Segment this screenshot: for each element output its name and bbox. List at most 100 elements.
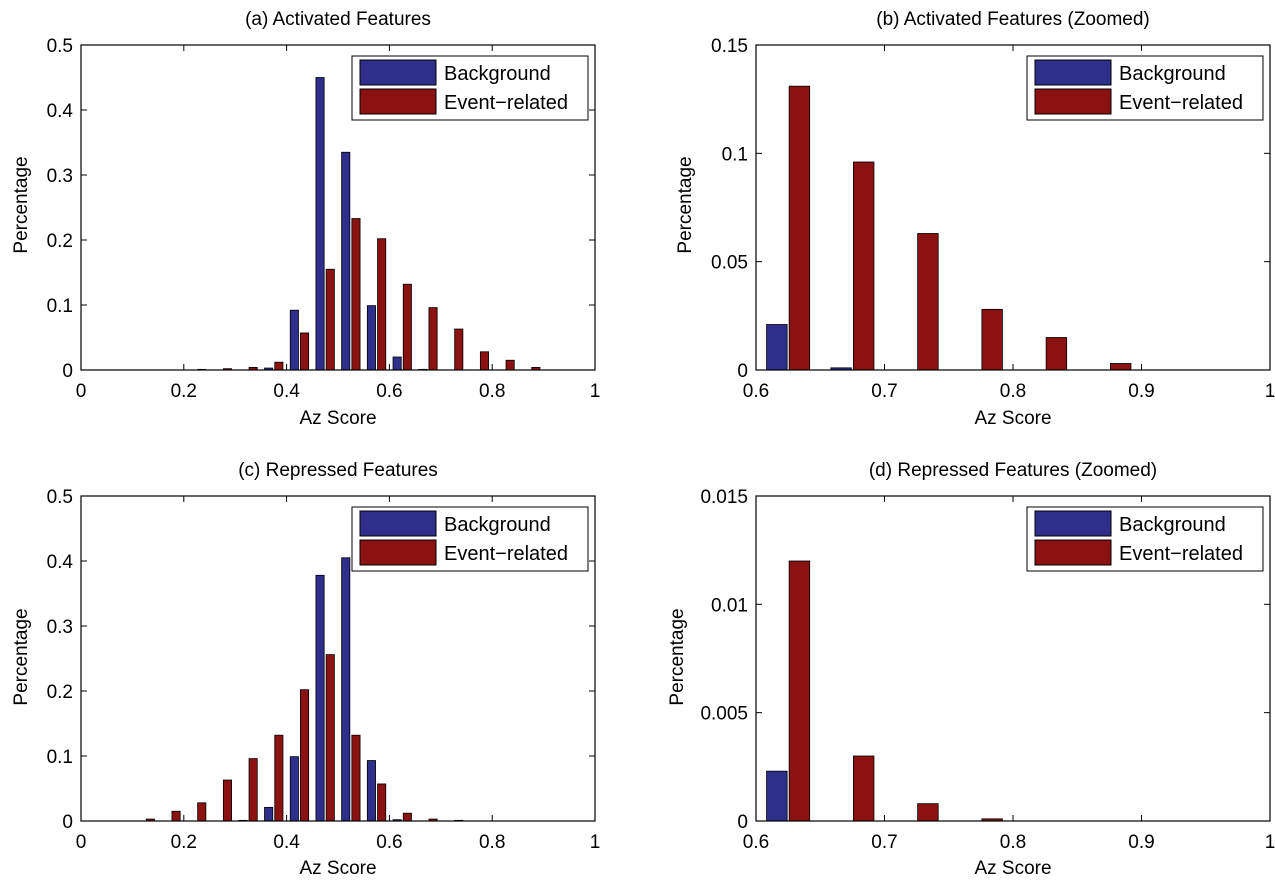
bar-event-related <box>300 332 310 371</box>
panel-c: (c) Repressed Features Az Score Percenta… <box>11 460 600 879</box>
bar-background <box>341 151 351 371</box>
y-tick-label: 0.4 <box>47 552 74 573</box>
y-tick-label: 0.15 <box>711 36 748 57</box>
bar-event-related <box>454 328 464 371</box>
chart-title: (c) Repressed Features <box>238 460 438 481</box>
legend-label: Event−related <box>1119 92 1243 114</box>
legend-swatch-background <box>1034 59 1112 86</box>
legend: Background Event−related <box>351 506 589 572</box>
plot-area: 0.6 0.7 0.8 0.9 1 0 0.05 0.1 0.15 Background Event… <box>711 36 1275 402</box>
x-tick-label: 0.7 <box>871 832 897 853</box>
panel-d: (d) Repressed Features (Zoomed) Az Score… <box>667 460 1275 879</box>
legend-swatch-event-related <box>1034 88 1112 115</box>
bar-background <box>238 819 248 822</box>
x-tick-label: 1 <box>1265 832 1275 853</box>
bar-event-related <box>222 779 232 822</box>
legend-box <box>1026 506 1264 572</box>
legend-box <box>351 55 589 121</box>
legend: Background Event−related <box>1026 55 1264 121</box>
legend-box <box>351 506 589 572</box>
x-axis-label: Az Score <box>974 858 1051 879</box>
legend-label: Background <box>1119 63 1226 85</box>
bar-background <box>392 356 402 371</box>
bar-event-related <box>454 819 464 822</box>
axes-frame <box>755 495 1271 822</box>
legend-label: Event−related <box>444 543 568 565</box>
x-tick-label: 0.8 <box>1000 381 1026 402</box>
bar-event-related <box>788 560 811 822</box>
bar-event-related <box>402 283 412 371</box>
legend-swatch-event-related <box>359 539 437 566</box>
x-tick-label: 0.8 <box>479 381 505 402</box>
y-tick-label: 0 <box>62 361 73 382</box>
y-tick-label: 0.1 <box>722 144 748 165</box>
bar-event-related <box>274 734 284 822</box>
plot-area: 0 0.2 0.4 0.6 0.8 1 0 0.1 0.2 0.3 0.4 0.5 Background… <box>47 36 601 402</box>
legend-label: Event−related <box>444 92 568 114</box>
bar-background <box>392 819 402 822</box>
x-tick-label: 0 <box>76 832 87 853</box>
axes-frame <box>755 44 1271 371</box>
y-tick-label: 0.5 <box>47 487 73 508</box>
bar-event-related <box>274 361 284 371</box>
x-tick-label: 1 <box>590 381 601 402</box>
legend-swatch-event-related <box>359 88 437 115</box>
bar-background <box>366 305 376 371</box>
bar-event-related <box>325 654 335 822</box>
y-axis-label: Percentage <box>675 156 696 253</box>
bar-event-related <box>852 161 875 371</box>
bar-event-related <box>145 818 155 822</box>
panel-b: (b) Activated Features (Zoomed) Az Score… <box>675 9 1275 429</box>
y-axis-label: Percentage <box>667 608 688 705</box>
y-tick-label: 0.05 <box>711 253 748 274</box>
bar-event-related <box>1109 363 1132 371</box>
x-tick-label: 0 <box>76 381 87 402</box>
x-tick-label: 0.6 <box>376 832 402 853</box>
legend-label: Background <box>444 514 551 536</box>
axes-frame <box>80 44 596 371</box>
x-tick-label: 0.6 <box>376 381 402 402</box>
y-tick-label: 0.01 <box>711 595 748 616</box>
bar-event-related <box>1045 337 1068 371</box>
y-tick-label: 0.4 <box>47 101 74 122</box>
bar-background <box>366 760 376 822</box>
plot-area: 0.6 0.7 0.8 0.9 1 0 0.005 0.01 0.015 Background Ev… <box>700 487 1275 853</box>
bar-background <box>418 368 428 371</box>
x-tick-label: 0.8 <box>1000 832 1026 853</box>
bar-background <box>766 770 788 822</box>
x-axis-label: Az Score <box>299 858 376 879</box>
bar-event-related <box>788 85 811 371</box>
legend-label: Event−related <box>1119 543 1243 565</box>
y-tick-label: 0 <box>737 812 748 833</box>
bar-event-related <box>248 758 258 822</box>
y-tick-label: 0.1 <box>47 747 73 768</box>
bar-event-related <box>428 818 438 822</box>
x-axis-label: Az Score <box>299 408 376 429</box>
y-axis-label: Percentage <box>11 156 32 253</box>
x-tick-label: 0.4 <box>273 832 300 853</box>
legend-swatch-background <box>359 59 437 86</box>
x-tick-label: 0.2 <box>171 832 197 853</box>
bar-event-related <box>197 802 207 822</box>
x-tick-label: 1 <box>1265 381 1275 402</box>
bar-event-related <box>248 366 258 371</box>
bar-event-related <box>428 307 438 371</box>
bar-background <box>341 557 351 822</box>
bar-event-related <box>402 812 412 822</box>
bar-background <box>315 77 325 371</box>
chart-title: (d) Repressed Features (Zoomed) <box>869 460 1157 481</box>
bar-event-related <box>377 238 387 371</box>
bar-event-related <box>300 689 310 822</box>
axes-frame <box>80 495 596 822</box>
y-tick-label: 0.3 <box>47 617 73 638</box>
legend: Background Event−related <box>1026 506 1264 572</box>
y-tick-label: 0 <box>62 812 73 833</box>
x-tick-label: 0.9 <box>1128 832 1154 853</box>
bar-background <box>830 367 852 371</box>
legend-swatch-event-related <box>1034 539 1112 566</box>
plot-area: 0 0.2 0.4 0.6 0.8 1 0 0.1 0.2 0.3 0.4 0.5 Background… <box>47 487 601 853</box>
y-tick-label: 0.3 <box>47 166 73 187</box>
bar-event-related <box>351 734 361 822</box>
chart-title: (b) Activated Features (Zoomed) <box>876 9 1150 30</box>
